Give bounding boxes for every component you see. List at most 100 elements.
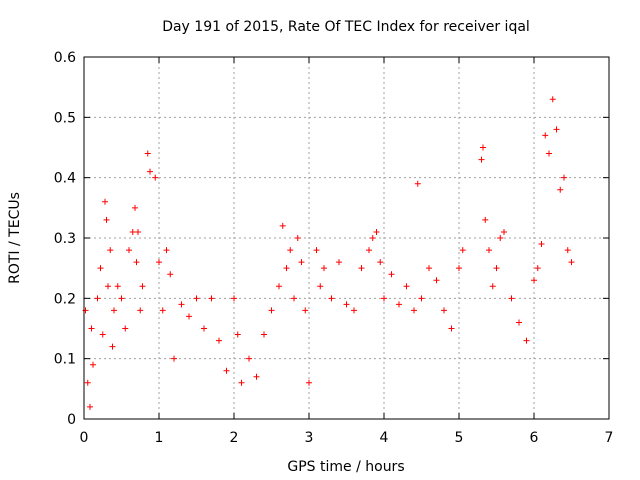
data-point	[373, 228, 380, 235]
data-point	[298, 259, 305, 266]
data-point	[396, 301, 402, 308]
data-point	[208, 295, 215, 302]
data-point	[456, 265, 462, 272]
data-point	[291, 295, 297, 302]
data-point	[163, 247, 170, 254]
data-point	[279, 222, 286, 229]
data-point	[139, 283, 146, 290]
data-point	[411, 307, 417, 314]
data-point	[459, 247, 466, 254]
data-point	[84, 379, 91, 386]
x-tick-label: 1	[155, 430, 164, 446]
y-tick-label: 0.6	[54, 50, 76, 66]
data-point	[306, 379, 312, 386]
data-point	[234, 331, 241, 338]
data-point	[343, 301, 350, 308]
x-axis-label: GPS time / hours	[287, 459, 404, 475]
data-point	[489, 283, 496, 290]
data-point	[201, 325, 207, 332]
x-tick-label: 6	[530, 430, 539, 446]
data-point	[478, 156, 485, 163]
data-point	[159, 307, 166, 314]
data-point	[129, 228, 136, 235]
y-tick-label: 0.5	[54, 110, 76, 126]
data-point	[441, 307, 447, 314]
data-point	[111, 307, 117, 314]
data-point	[238, 379, 245, 386]
data-point	[261, 331, 267, 338]
data-point	[152, 174, 159, 181]
data-point	[497, 235, 504, 241]
data-point	[358, 265, 365, 272]
data-point	[135, 228, 141, 235]
data-point	[538, 241, 545, 248]
data-point	[105, 283, 111, 290]
data-point	[253, 373, 260, 380]
y-tick-label: 0.2	[54, 291, 76, 307]
data-point	[87, 403, 93, 410]
x-tick-label: 5	[455, 430, 464, 446]
y-tick-label: 0	[67, 412, 76, 428]
data-point	[118, 295, 125, 302]
data-point	[336, 259, 342, 266]
data-point	[328, 295, 335, 302]
data-point	[381, 295, 387, 302]
data-point	[426, 265, 432, 272]
data-point	[99, 331, 106, 338]
y-axis-label: ROTI / TECUs	[7, 192, 23, 284]
data-point	[448, 325, 455, 332]
data-point	[186, 313, 192, 320]
data-point	[403, 283, 410, 290]
data-point	[94, 295, 101, 302]
data-point	[377, 259, 384, 266]
data-point	[482, 216, 489, 223]
data-points	[82, 96, 575, 410]
data-point	[268, 307, 275, 314]
data-point	[132, 204, 138, 211]
data-point	[122, 325, 129, 332]
data-point	[246, 355, 252, 362]
y-tick-label: 0.4	[54, 171, 76, 187]
data-point	[126, 247, 132, 254]
data-point	[321, 265, 327, 272]
data-point	[156, 259, 162, 266]
data-point	[97, 265, 104, 272]
data-point	[171, 355, 177, 362]
data-point	[90, 361, 96, 368]
data-point	[531, 277, 537, 284]
data-point	[561, 174, 567, 181]
data-point	[317, 283, 324, 290]
data-point	[109, 343, 116, 350]
data-point	[193, 295, 200, 302]
data-point	[294, 235, 301, 241]
data-point	[568, 259, 575, 266]
data-point	[493, 265, 500, 272]
x-tick-label: 2	[230, 430, 239, 446]
data-point	[133, 259, 140, 266]
data-point	[414, 180, 421, 187]
data-point	[144, 150, 151, 157]
data-point	[501, 228, 507, 235]
data-point	[549, 96, 556, 103]
data-point	[388, 271, 395, 278]
data-point	[178, 301, 185, 308]
data-point	[508, 295, 515, 302]
data-point	[103, 216, 110, 223]
x-tick-label: 0	[80, 430, 89, 446]
x-tick-label: 7	[605, 430, 614, 446]
data-point	[88, 325, 95, 332]
data-point	[223, 367, 230, 374]
data-point	[231, 295, 237, 302]
axis-ticks: 0 1 2 3 4 5 6 7 0 0.1 0.2 0.3 0.4 0.5 0.6	[54, 50, 614, 446]
data-point	[276, 283, 282, 290]
data-point	[313, 247, 320, 254]
data-point	[418, 295, 425, 302]
data-point	[82, 307, 89, 314]
data-point	[137, 307, 144, 314]
data-point	[167, 271, 174, 278]
data-point	[369, 235, 376, 241]
data-point	[546, 150, 552, 157]
y-tick-label: 0.1	[54, 352, 76, 368]
data-point	[486, 247, 492, 254]
